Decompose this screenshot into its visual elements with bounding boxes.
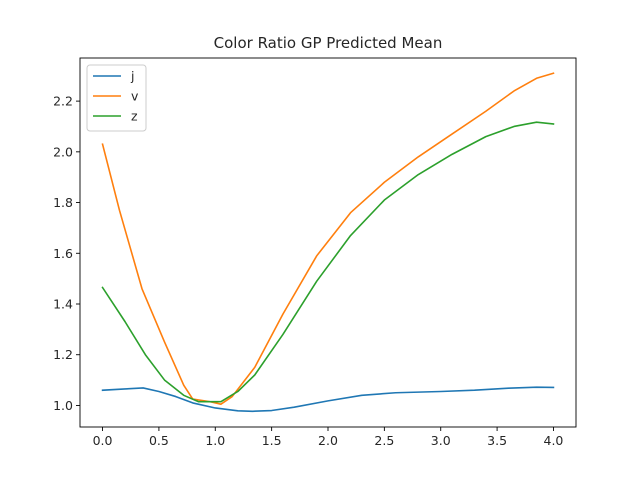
y-tick-label: 2.2 [53,94,73,109]
chart-title: Color Ratio GP Predicted Mean [214,34,443,52]
legend-label-v: v [131,89,139,104]
x-tick-label: 3.5 [487,433,507,448]
x-tick-label: 0.5 [149,433,169,448]
y-tick-label: 2.0 [53,144,73,159]
legend-label-j: j [130,69,134,84]
legend-box [86,64,147,132]
x-tick-label: 2.5 [374,433,394,448]
series-line-j [101,386,555,413]
y-tick-label: 1.6 [53,246,73,261]
legend-label-z: z [131,109,138,124]
x-tick-label: 0.0 [93,433,113,448]
series-line-v [101,72,555,405]
x-tick-label: 2.0 [318,433,338,448]
x-tick-label: 1.5 [262,433,282,448]
axis-ticks: 0.0 0.5 1.0 1.5 2.0 2.5 3.0 3.5 4.0 1.0 1.2 1.4 1.6 1… [53,94,563,448]
y-tick-label: 1.8 [53,195,73,210]
y-tick-label: 1.2 [53,347,73,362]
y-tick-label: 1.4 [53,297,73,312]
y-tick-label: 1.0 [53,398,73,413]
x-tick-label: 1.0 [205,433,225,448]
x-tick-label: 3.0 [431,433,451,448]
x-tick-label: 4.0 [544,433,564,448]
legend: jvz [86,64,147,132]
series-line-z [101,121,555,403]
series-lines [101,72,555,413]
